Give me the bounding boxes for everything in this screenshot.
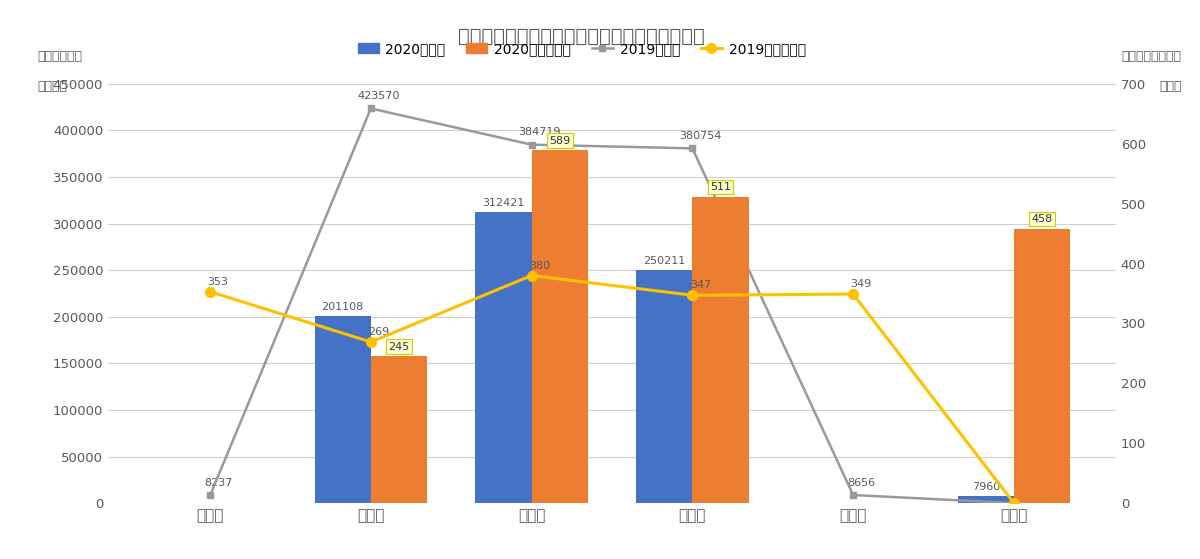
Text: 380: 380 <box>529 260 551 271</box>
2019年平均価格 <box>364 339 378 345</box>
Bar <box>1014 229 1070 503</box>
Text: 8237: 8237 <box>204 478 233 488</box>
2019年数量 <box>1007 500 1021 506</box>
Text: 201108: 201108 <box>322 302 364 312</box>
2019年平均価格 <box>524 272 539 279</box>
2019年数量 <box>846 492 860 499</box>
2019年数量 <box>364 105 378 112</box>
2019年平均価格 <box>685 292 700 299</box>
Text: 353: 353 <box>208 277 229 287</box>
Title: 東京中央卸売市場８月１～１２日　産地別比較: 東京中央卸売市場８月１～１２日 産地別比較 <box>458 27 706 46</box>
Text: 8656: 8656 <box>847 477 875 487</box>
2019年平均価格 <box>846 291 860 297</box>
Text: 312421: 312421 <box>482 198 524 209</box>
Bar <box>314 316 371 503</box>
Text: 423570: 423570 <box>358 91 400 101</box>
Line: 2019年平均価格: 2019年平均価格 <box>205 271 1019 508</box>
Bar <box>958 496 1014 503</box>
Line: 2019年数量: 2019年数量 <box>206 105 1018 506</box>
Bar <box>692 197 749 503</box>
Text: 589: 589 <box>550 135 570 145</box>
Bar <box>636 270 692 503</box>
2019年数量 <box>203 492 217 499</box>
Text: 245: 245 <box>389 342 409 352</box>
Text: 取り扱い数量: 取り扱い数量 <box>37 50 83 63</box>
2019年平均価格 <box>1007 500 1021 506</box>
2019年平均価格 <box>203 288 217 295</box>
Text: 380754: 380754 <box>679 131 721 141</box>
Text: （ｋｇ）: （ｋｇ） <box>37 80 67 93</box>
Bar <box>475 212 532 503</box>
Bar <box>371 357 427 503</box>
Text: 349: 349 <box>851 280 872 290</box>
Text: 7960: 7960 <box>972 482 1000 492</box>
Text: 384719: 384719 <box>518 127 560 137</box>
Text: 347: 347 <box>690 281 712 291</box>
2019年数量 <box>685 145 700 151</box>
Text: 511: 511 <box>710 182 731 192</box>
Text: 458: 458 <box>1032 214 1052 224</box>
Bar <box>532 150 588 503</box>
2019年数量 <box>524 141 539 148</box>
Text: １ｋｇ当りの価格: １ｋｇ当りの価格 <box>1122 50 1182 63</box>
Text: 269: 269 <box>368 327 390 337</box>
Text: 250211: 250211 <box>643 256 685 266</box>
Text: （円）: （円） <box>1159 80 1182 93</box>
Legend: 2020年数量, 2020年平均価格, 2019年数量, 2019年平均価格: 2020年数量, 2020年平均価格, 2019年数量, 2019年平均価格 <box>352 36 811 61</box>
